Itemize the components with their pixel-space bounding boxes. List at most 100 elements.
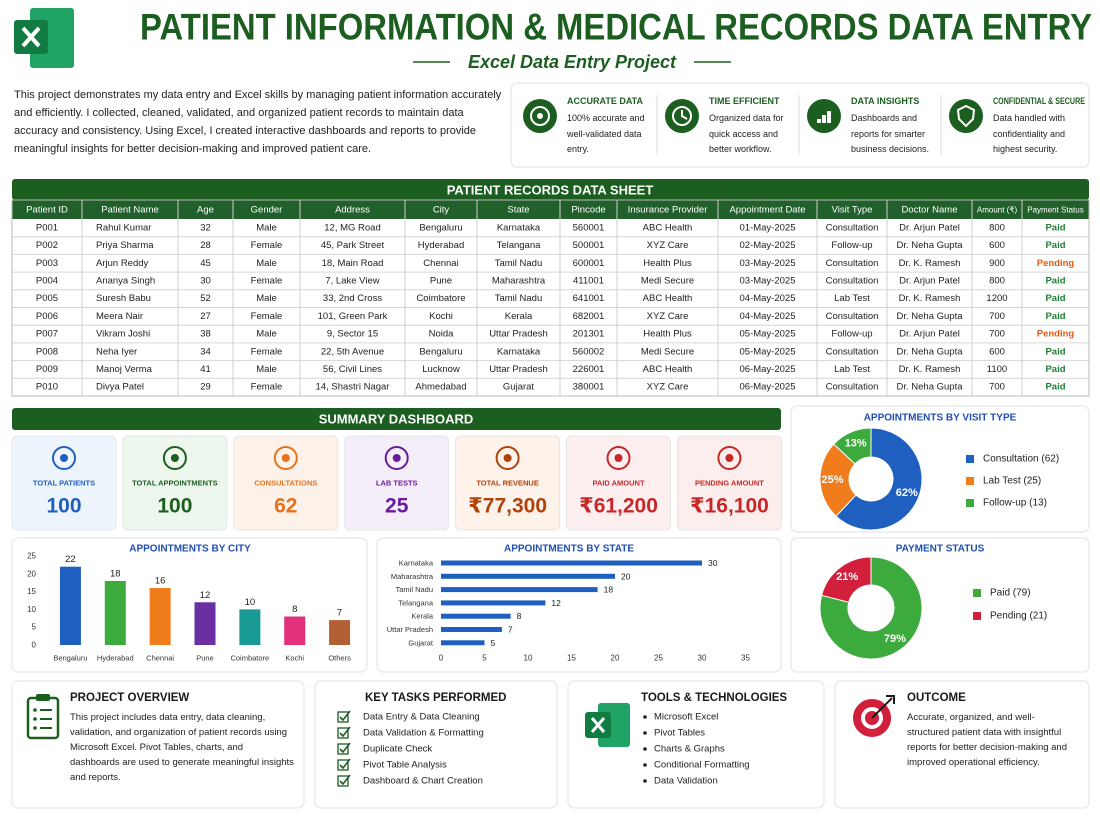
card-icon [384, 446, 409, 470]
table-cell: 04-May-2025 [740, 293, 796, 304]
feature-text: Data handled with confidentiality and hi… [993, 113, 1066, 154]
card-value: ₹77,300 [468, 495, 547, 518]
intro-text: This project demonstrates my data entry … [14, 89, 502, 155]
table-cell: 03-May-2025 [740, 275, 796, 286]
footer-panel [11, 680, 305, 809]
slice-label: 62% [896, 487, 918, 499]
bar-value-label: 12 [551, 598, 561, 608]
overview-icon [36, 694, 50, 701]
table-cell: P005 [36, 293, 58, 304]
card-icon [170, 454, 179, 462]
bar [284, 616, 306, 645]
table-cell: Dr. Neha Gupta [896, 346, 963, 357]
table-cell: Dr. Arjun Patel [899, 329, 960, 340]
bar-value-label: 8 [292, 604, 297, 615]
page-title: PATIENT INFORMATION & MEDICAL RECORDS DA… [140, 7, 1092, 48]
bar-value-label: 18 [604, 585, 614, 595]
table-cell: Paid [1045, 293, 1065, 304]
table-cell: Male [256, 222, 277, 233]
table-cell: Lab Test [834, 293, 870, 304]
table-cell: 226001 [573, 364, 605, 375]
bullet [643, 779, 647, 783]
bar [329, 620, 351, 645]
summary-card [566, 435, 671, 531]
card-label: TOTAL REVENUE [476, 479, 539, 488]
table-cell: Health Plus [643, 258, 692, 269]
table-cell: Male [256, 293, 277, 304]
table-cell: Manoj Verma [96, 364, 153, 375]
table-cell: Ananya Singh [96, 275, 155, 286]
tool-item: Data Validation [654, 776, 718, 787]
table-cell: Consultation [826, 346, 879, 357]
y-tick-label: Gujarat [408, 638, 434, 647]
bar [441, 627, 502, 632]
table-cell: 560001 [573, 222, 605, 233]
card-value: 25 [385, 495, 409, 518]
table-cell: 600001 [573, 258, 605, 269]
table-cell: Coimbatore [416, 293, 465, 304]
bar-value-label: 8 [517, 611, 522, 621]
table-cell: Female [251, 311, 283, 322]
table-cell: 641001 [573, 293, 605, 304]
column-header: Visit Type [832, 205, 873, 216]
x-tick-label: 15 [567, 654, 576, 663]
table-cell: 14, Shastri Nagar [316, 382, 390, 393]
check-mark [339, 742, 351, 754]
bar-value-label: 12 [200, 590, 211, 601]
feature-icon [956, 104, 976, 128]
table-cell: Follow-up [831, 240, 872, 251]
table-cell: Follow-up [831, 329, 872, 340]
legend-label: Paid (79) [990, 588, 1031, 599]
legend-label: Consultation (62) [983, 454, 1059, 465]
table-cell: 560002 [573, 346, 605, 357]
chart-panel [376, 537, 782, 673]
table-cell: 27 [200, 311, 211, 322]
y-tick-label: Telangana [398, 598, 433, 607]
table-cell: Uttar Pradesh [489, 364, 548, 375]
bar-value-label: 7 [508, 625, 513, 635]
bar [441, 640, 485, 646]
table-cell: Vikram Joshi [96, 329, 150, 340]
footer-title: KEY TASKS PERFORMED [365, 692, 506, 704]
table-cell: 700 [989, 311, 1005, 322]
table-cell: Male [256, 364, 277, 375]
tool-item: Conditional Formatting [654, 760, 750, 771]
table-title: PATIENT RECORDS DATA SHEET [447, 183, 654, 198]
table-cell: Paid [1045, 240, 1065, 251]
check-mark [339, 726, 351, 738]
summary-card [233, 435, 339, 531]
table-cell: Ahmedabad [415, 382, 466, 393]
pie-slice [835, 427, 923, 531]
table-cell: 700 [989, 329, 1005, 340]
table-cell: Arjun Reddy [96, 258, 149, 269]
card-value: 100 [157, 495, 192, 518]
table-cell: Paid [1045, 364, 1065, 375]
table-cell: 1200 [986, 293, 1007, 304]
table-cell: 05-May-2025 [740, 346, 796, 357]
x-tick-label: Bengaluru [53, 654, 87, 663]
card-icon [725, 454, 734, 462]
card-label: PAID AMOUNT [592, 479, 644, 488]
bar [104, 580, 126, 645]
table-cell: Bengaluru [419, 222, 462, 233]
feature-title: CONFIDENTIAL & SECURE [993, 96, 1085, 106]
table-cell: Male [256, 258, 277, 269]
card-label: LAB TESTS [376, 479, 418, 488]
column-header: Patient Name [101, 205, 159, 216]
feature-icon [949, 99, 983, 133]
card-label: TOTAL APPOINTMENTS [132, 479, 218, 488]
card-icon [52, 446, 76, 470]
legend-swatch [973, 612, 981, 620]
summary-card [11, 435, 117, 531]
table-cell: Gujarat [503, 382, 535, 393]
check-box [337, 727, 349, 739]
table-cell: 33, 2nd Cross [323, 293, 382, 304]
table-cell: 411001 [573, 275, 604, 286]
card-icon [606, 446, 631, 470]
table-cell: 30 [200, 275, 211, 286]
bar-value-label: 30 [708, 558, 718, 568]
bar [59, 566, 81, 645]
card-value: 62 [274, 495, 297, 518]
bullet [643, 715, 647, 719]
table-cell: 06-May-2025 [740, 382, 796, 393]
